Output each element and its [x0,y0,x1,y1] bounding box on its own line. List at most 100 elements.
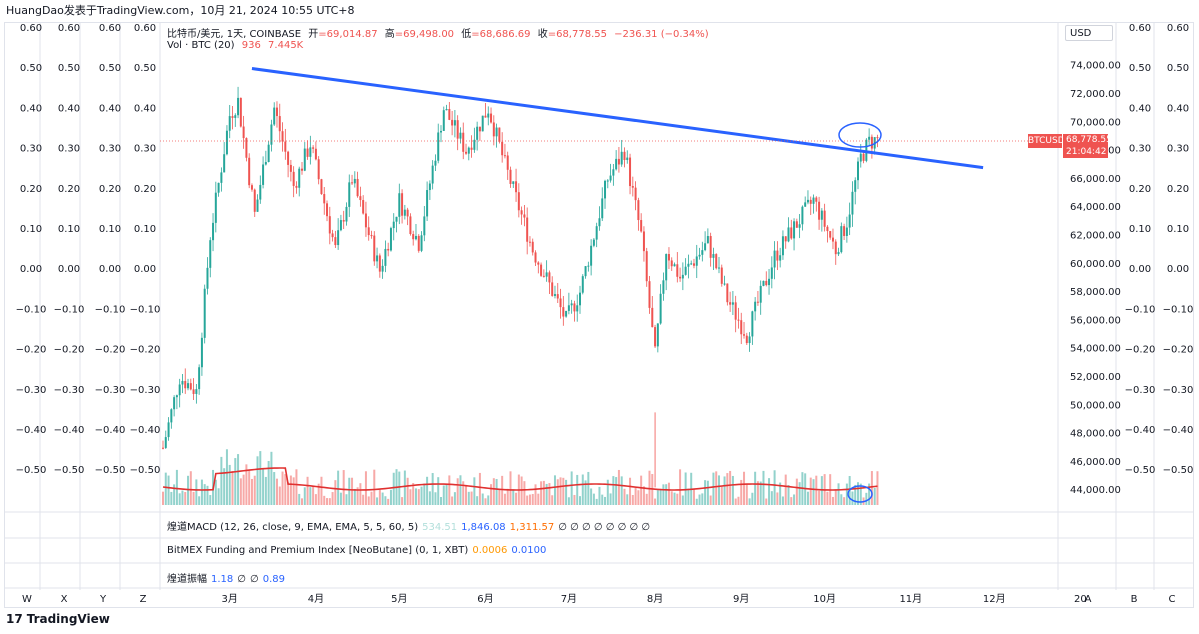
candle-body [426,190,429,217]
volume-bar [209,495,212,505]
volume-bar [857,482,859,505]
volume-bar [478,472,481,505]
volume-bar [542,480,545,505]
candle-body [857,161,859,181]
indicator-empty-values: ∅ ∅ ∅ ∅ ∅ ∅ ∅ ∅ [558,522,651,533]
candle-body [453,120,456,126]
candle-body [645,251,648,282]
candle-body [373,235,376,262]
scale-letter: Y [99,594,107,605]
indicator-name: 煌道振幅 [167,574,207,585]
candle-body [406,209,409,217]
candle-body [584,266,587,277]
volume-bar [506,488,509,505]
volume-bar [787,485,790,505]
volume-bar [289,475,292,505]
candle-body [192,389,195,394]
volume-bar [818,490,821,505]
candle-body [659,293,662,324]
candle-body [467,147,470,154]
volume-bar [798,482,801,505]
side-scale-tick-label: −0.50 [130,465,161,476]
candle-body [281,131,284,142]
candle-body [548,272,551,283]
candle-body [684,266,687,275]
volume-bar [537,493,540,505]
candle-body [456,120,459,139]
candle-body [617,158,620,165]
indicator-macd-legend[interactable]: 煌道MACD (12, 26, close, 9, EMA, EMA, 5, 5… [167,518,650,533]
volume-bar [734,498,737,505]
currency-button[interactable]: USD [1065,25,1113,41]
candle-body [534,252,537,263]
volume-bar [320,476,323,505]
candle-body [509,169,512,184]
volume-bar [339,492,342,505]
annotation-circle [847,485,873,503]
candle-body [376,255,379,262]
candle-body [512,181,515,184]
volume-bar [467,491,470,505]
volume-bar [173,484,176,505]
candle-body [217,182,220,193]
candle-body [250,185,253,190]
volume-bar [337,470,340,505]
volume-bar [284,474,287,505]
volume-bar [815,475,818,505]
volume-bar [831,496,834,505]
volume-bar [373,469,376,505]
candle-body [303,148,306,171]
candle-body [870,136,873,149]
volume-value-1: 936 [241,40,261,51]
footer-brand[interactable]: 17 TradingView [6,612,110,626]
volume-bar [409,489,412,505]
volume-bar [164,472,167,505]
chart-frame[interactable] [4,22,1194,608]
volume-bar [356,487,359,505]
volume-bar [270,451,273,505]
volume-bar [570,471,573,505]
volume-bar [287,482,290,505]
candle-body [876,137,879,139]
candle-body [317,159,320,180]
candle-body [398,193,401,217]
volume-bar [812,479,815,505]
volume-bar [175,469,178,505]
time-axis-tick-label: 4月 [308,593,324,605]
scale-letter: W [22,594,32,605]
candle-body [598,218,601,227]
indicator-funding-legend[interactable]: BitMEX Funding and Premium Index [NeoBut… [167,545,546,556]
candle-body [414,235,417,240]
volume-bar [784,474,787,505]
candle-body [478,126,481,132]
candle-body [687,263,690,267]
candle-body [623,151,626,161]
indicator-amplitude-legend[interactable]: 煌道振幅 1.18 ∅ ∅ 0.89 [167,570,285,585]
price-axis-tick-label: 66,000.00 [1070,174,1121,185]
tradingview-logo-icon: 17 [6,612,23,626]
volume-bar [398,471,401,505]
volume-bar [718,475,720,505]
side-scale-tick-label: 0.00 [99,264,121,275]
side-scale-tick-label: 0.60 [20,23,42,34]
price-axis-tick-label: 62,000.00 [1070,231,1121,242]
side-scale-tick-label: −0.40 [130,425,161,436]
volume-bar [364,471,367,505]
candle-body [328,216,331,234]
volume-bar [501,475,504,505]
side-scale-tick-label: 0.50 [20,63,42,74]
candle-body [323,194,326,204]
candle-body [565,310,568,317]
candle-body [523,214,526,218]
candle-body [389,228,392,251]
volume-bar [712,472,715,505]
candle-body [445,109,448,111]
volume-bar [865,492,868,505]
price-axis-tick-label: 50,000.00 [1070,400,1121,411]
candle-body [845,227,848,236]
volume-bar [509,471,512,505]
topbar: HuangDao发表于TradingView.com，10月 21, 2024 … [0,0,1199,22]
side-scale-tick-label: −0.30 [130,385,161,396]
open-label: 开 [308,29,319,40]
